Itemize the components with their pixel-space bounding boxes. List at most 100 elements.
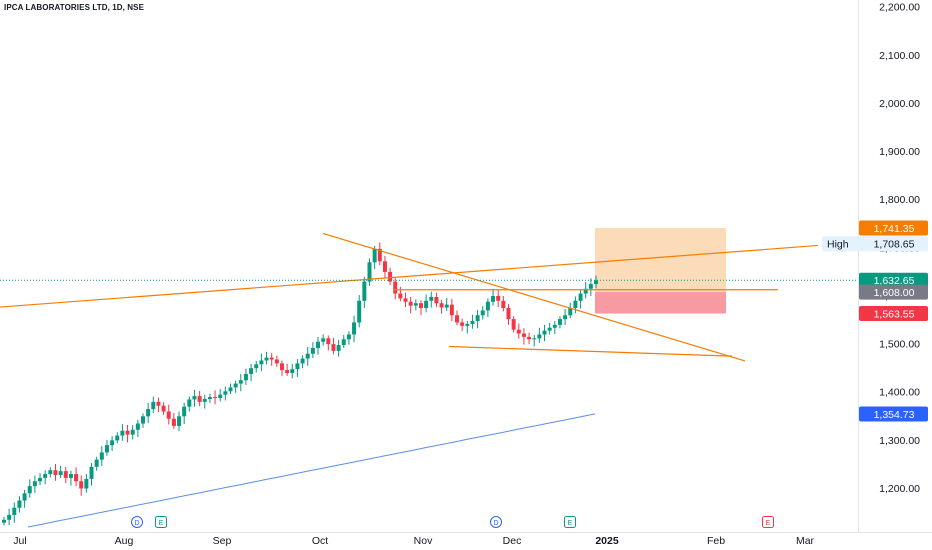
candle-body <box>290 369 295 373</box>
candle-body <box>192 396 197 400</box>
candle-body <box>573 300 578 309</box>
candle-body <box>491 295 496 302</box>
candle-body <box>156 401 161 406</box>
entry-price-label-bg <box>859 284 928 300</box>
candle-body <box>336 345 341 351</box>
candle-body <box>557 319 562 325</box>
candle-body <box>249 368 254 374</box>
stop-price-label: 1,563.55 <box>859 306 928 322</box>
moving-average-line <box>27 413 596 528</box>
candle-body <box>259 360 264 365</box>
candle-body <box>48 470 53 475</box>
candle-body <box>501 300 506 309</box>
candle-body <box>274 359 279 364</box>
candle-body <box>228 387 233 392</box>
moving-average-label: 1,354.73 <box>859 406 928 422</box>
last-price-label: 1,632.65 <box>859 272 928 288</box>
candle-body <box>79 481 84 489</box>
y-tick-label: 1,400.00 <box>879 387 920 399</box>
dividend-badge: D <box>490 516 502 528</box>
candle-body <box>496 295 501 301</box>
candle-body <box>53 470 58 476</box>
candle-body <box>568 308 573 316</box>
stop-zone <box>595 292 726 314</box>
candle-body <box>372 248 377 263</box>
dividend-badge-circle <box>490 516 502 528</box>
rising-trendline <box>0 244 819 308</box>
candle-body <box>321 338 326 342</box>
candle-body <box>264 357 269 361</box>
y-tick-label: 1,200.00 <box>879 483 920 495</box>
candle-body <box>140 416 145 424</box>
candle-body <box>578 293 583 301</box>
candle-body <box>120 430 125 436</box>
candle-body <box>233 383 238 388</box>
chart-title: IPCA LABORATORIES LTD, 1D, NSE <box>4 3 145 12</box>
last-price-label-bg <box>859 272 928 288</box>
candle-body <box>300 358 305 364</box>
candle-body <box>424 300 429 309</box>
descending-trendline <box>322 232 746 362</box>
high-label-bg <box>822 236 928 252</box>
candle-body <box>110 440 115 446</box>
candle-body <box>367 262 372 282</box>
candle-body <box>588 283 593 289</box>
candle-body <box>357 300 362 323</box>
target-price-label-bg <box>859 220 928 236</box>
candle-body <box>130 429 135 435</box>
stop-price-label-bg <box>859 306 928 322</box>
candle-body <box>151 401 156 410</box>
candle-body <box>331 344 336 351</box>
earnings-badge-box <box>564 516 576 528</box>
candle-body <box>38 477 43 482</box>
candle-body <box>238 380 243 384</box>
high-label: High 1,708.65 <box>822 236 928 252</box>
candle-body <box>84 478 89 489</box>
earnings-badge-box <box>155 516 167 528</box>
candle-body <box>125 430 130 435</box>
candle-body <box>223 391 228 395</box>
stop-price-label-text: 1,563.55 <box>874 308 915 320</box>
y-tick-label: 1,800.00 <box>879 194 920 206</box>
last-price-label-text: 1,632.65 <box>874 275 915 287</box>
candle-body <box>285 370 290 373</box>
high-label-text: High <box>827 238 849 250</box>
candle-body <box>166 411 171 419</box>
badge-letter: D <box>134 520 139 527</box>
candle-body <box>115 435 120 441</box>
badge-letter: D <box>493 520 498 527</box>
candle-body <box>485 301 490 311</box>
y-tick-label: 1,900.00 <box>879 146 920 158</box>
x-tick-label: Sep <box>213 535 232 547</box>
candle-body <box>583 288 588 294</box>
candle-body <box>12 507 17 515</box>
candle-body <box>326 338 331 345</box>
moving-average-label-bg <box>859 406 928 422</box>
candle-body <box>480 310 485 316</box>
candle-body <box>537 334 542 339</box>
candle-body <box>213 397 218 399</box>
candle-body <box>177 416 182 426</box>
x-tick-label: Mar <box>796 535 815 547</box>
candle-body <box>393 281 398 294</box>
dividend-badge-circle <box>131 516 143 528</box>
candle-body <box>2 519 6 523</box>
candle-body <box>449 304 454 316</box>
candle-body <box>7 514 12 520</box>
dividend-badge: D <box>131 516 143 528</box>
candle-body <box>521 333 526 337</box>
candle-body <box>377 248 382 262</box>
candle-body <box>542 330 547 335</box>
candle-body <box>316 341 321 348</box>
badge-letter: E <box>568 520 573 527</box>
candle-body <box>269 357 274 360</box>
candle-body <box>439 303 444 308</box>
candle-body <box>295 363 300 370</box>
target-price-label-text: 1,741.35 <box>874 223 915 235</box>
y-tick-label: 2,100.00 <box>879 50 920 62</box>
candle-body <box>135 423 140 430</box>
candle-body <box>413 303 418 306</box>
candle-body <box>187 399 192 407</box>
